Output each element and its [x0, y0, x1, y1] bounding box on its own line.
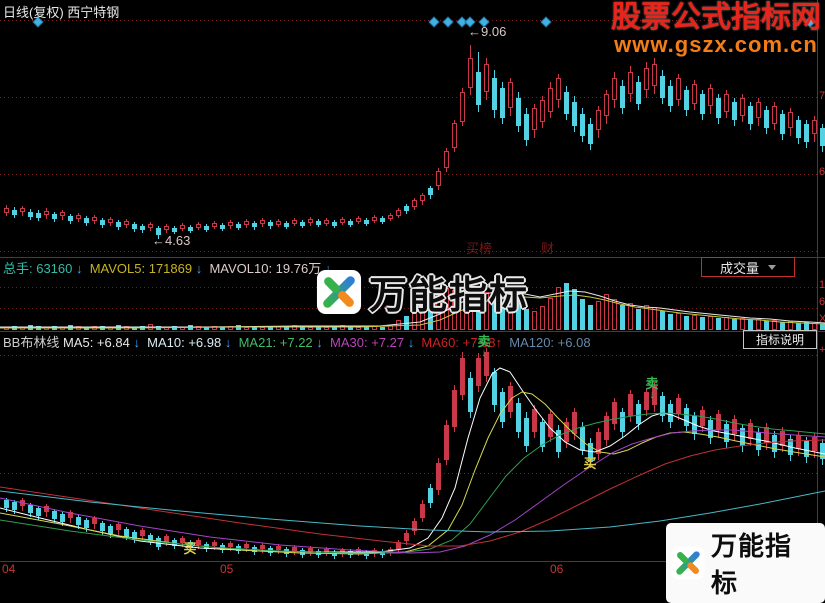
wnzb-watermark-bottom-right: 万能指标: [666, 523, 825, 603]
gszx-watermark-url: www.gszx.com.cn: [611, 34, 821, 56]
wnzb-watermark-text: 万能指标: [711, 526, 816, 600]
buy-marker: 买: [182, 543, 198, 555]
indicator-axis-label: +: [819, 344, 825, 356]
candlestick-chart: [5, 45, 825, 239]
header-segment: BB布林线: [3, 335, 63, 350]
buy-marker: 买: [582, 458, 598, 470]
header-segment: MA10: +6.98: [140, 335, 225, 350]
header-segment: 总手: 63160: [3, 261, 76, 276]
stock-app-window: { "window": { "title": "日线(复权) 西宁特钢" }, …: [0, 0, 825, 571]
chevron-down-icon[interactable]: [768, 265, 776, 270]
gszx-watermark: 股票公式指标网 www.gszx.com.cn: [611, 3, 821, 56]
sell-marker: 卖↓: [476, 336, 492, 358]
header-segment: MA5: +6.84: [63, 335, 133, 350]
price-axis-label: 7: [819, 90, 825, 102]
x-axis-year-label: 05: [220, 562, 233, 576]
volume-axis-label: X: [819, 313, 825, 325]
x-axis-year-label: 04: [2, 562, 15, 576]
sell-marker: 卖↓: [644, 378, 660, 400]
low-price-annotation: ←4.63: [152, 233, 190, 248]
header-segment: MA21: +7.22: [231, 335, 316, 350]
wnzb-logo-icon: [316, 269, 362, 315]
wnzb-watermark-mid: 万能指标: [316, 264, 529, 319]
volume-panel-header: 总手: 63160 ↓ MAVOL5: 171869 ↓ MAVOL10: 19…: [3, 258, 331, 277]
chart-title: 日线(复权) 西宁特钢: [3, 2, 119, 21]
header-segment: MA120: +6.08: [502, 335, 591, 350]
volume-selector-label: 成交量: [720, 258, 759, 277]
indicator-help-button[interactable]: 指标说明: [743, 330, 817, 349]
volume-indicator-selector[interactable]: 成交量: [701, 257, 795, 277]
volume-axis-label: 6: [819, 296, 825, 308]
indicator-panel-header: BB布林线 MA5: +6.84 ↓ MA10: +6.98 ↓ MA21: +…: [3, 332, 591, 351]
wnzb-logo-icon: [671, 546, 705, 580]
volume-axis-label: 1: [819, 279, 825, 291]
header-segment: MAVOL10: 19.76万: [202, 261, 325, 276]
peak-price-annotation: ←9.06: [468, 24, 506, 39]
price-axis-label: 6: [819, 166, 825, 178]
gszx-watermark-title: 股票公式指标网: [611, 3, 821, 34]
x-axis-year-label: 06: [550, 562, 563, 576]
header-segment: MAVOL5: 171869: [83, 261, 196, 276]
wnzb-watermark-text: 万能指标: [369, 264, 529, 319]
header-segment: MA30: +7.27: [323, 335, 408, 350]
